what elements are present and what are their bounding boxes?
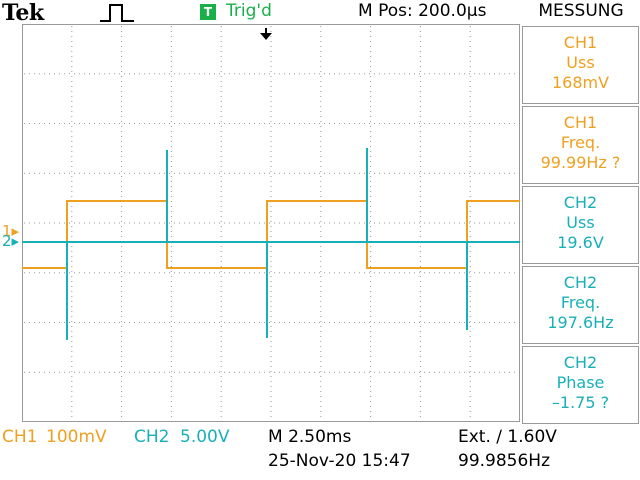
measurement-value: 99.99Hz ? (540, 153, 621, 172)
ch2-label: CH2 (134, 427, 170, 447)
measurement-channel: CH2 (563, 353, 598, 372)
measurement-label: Freq. (560, 133, 601, 152)
measurement-label: Phase (556, 373, 605, 392)
measurement-value: 168mV (551, 73, 610, 92)
ch1-scale: 100mV (46, 427, 107, 447)
graticule (22, 26, 520, 422)
measurement-panel-4[interactable]: CH2 Freq. 197.6Hz (522, 266, 639, 344)
measurement-value: –1.75 ? (551, 393, 610, 412)
ch2-level-marker[interactable]: 2▸ (2, 232, 20, 250)
trigger-setting: Ext. ∕ 1.60V (458, 427, 557, 447)
measurement-panel-2[interactable]: CH1 Freq. 99.99Hz ? (522, 106, 639, 184)
horizontal-position: M Pos: 200.0µs (358, 1, 487, 21)
pulse-icon (100, 4, 134, 22)
measurement-label: Uss (566, 53, 595, 72)
ch1-level-marker[interactable]: 1▸ (2, 222, 20, 240)
ch2-trace (22, 148, 520, 340)
measurement-panel-3[interactable]: CH2 Uss 19.6V (522, 186, 639, 264)
measurement-label: Freq. (560, 293, 601, 312)
measure-menu-title: MESSUNG (538, 1, 624, 21)
ch2-scale: 5.00V (180, 427, 230, 447)
brand-logo: Tek (2, 0, 44, 26)
measurement-value: 19.6V (557, 233, 604, 252)
date-time: 25-Nov-20 15:47 (268, 451, 411, 471)
measurement-panel-5[interactable]: CH2 Phase –1.75 ? (522, 346, 639, 424)
ch1-label: CH1 (2, 427, 38, 447)
measurement-value: 197.6Hz (547, 313, 614, 332)
measurement-channel: CH1 (563, 33, 598, 52)
trigger-status-icon: T (200, 4, 216, 20)
measurement-channel: CH1 (563, 113, 598, 132)
measurement-channel: CH2 (563, 273, 598, 292)
grid-dots (24, 26, 520, 422)
measurement-channel: CH2 (563, 193, 598, 212)
timebase: M 2.50ms (268, 427, 352, 447)
measurement-panel-1[interactable]: CH1 Uss 168mV (522, 26, 639, 104)
measurement-label: Uss (566, 213, 595, 232)
trigger-position-icon (260, 28, 272, 40)
trigger-status: Trig'd (226, 1, 272, 21)
trigger-frequency: 99.9856Hz (458, 451, 551, 471)
